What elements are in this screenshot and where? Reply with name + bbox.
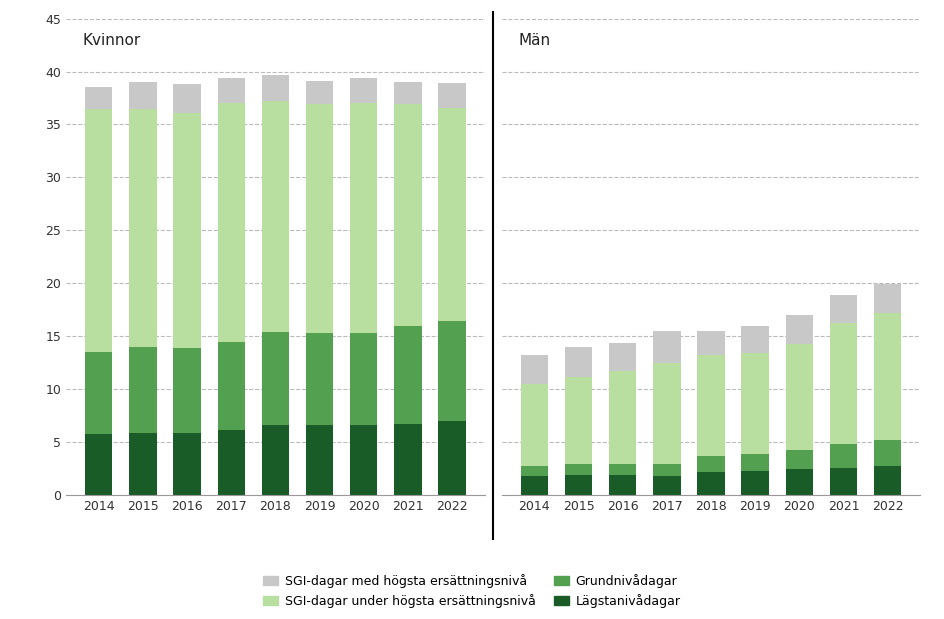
Bar [830, 468, 857, 495]
Bar [395, 326, 422, 424]
Bar [129, 347, 157, 433]
Bar [521, 355, 548, 384]
Bar [395, 424, 422, 495]
Bar [565, 464, 592, 475]
Bar [85, 434, 112, 495]
Bar [438, 83, 465, 108]
Bar [521, 465, 548, 476]
Bar [521, 384, 548, 465]
Bar [874, 465, 902, 495]
Bar [85, 108, 112, 352]
Text: Kvinnor: Kvinnor [83, 33, 141, 48]
Bar [565, 347, 592, 376]
Bar [698, 331, 725, 355]
Bar [174, 113, 201, 348]
Text: Män: Män [518, 33, 550, 48]
Bar [653, 464, 681, 476]
Bar [261, 425, 289, 495]
Bar [218, 78, 245, 103]
Bar [741, 353, 768, 454]
Bar [874, 440, 902, 465]
Bar [218, 430, 245, 495]
Bar [609, 343, 636, 371]
Bar [350, 333, 378, 425]
Bar [261, 75, 289, 101]
Bar [830, 322, 857, 444]
Bar [698, 355, 725, 456]
Bar [741, 326, 768, 353]
Bar [874, 313, 902, 440]
Bar [698, 456, 725, 472]
Bar [438, 421, 465, 495]
Bar [395, 105, 422, 326]
Bar [609, 464, 636, 475]
Bar [785, 449, 813, 469]
Bar [565, 475, 592, 495]
Bar [698, 472, 725, 495]
Bar [609, 475, 636, 495]
Bar [306, 425, 333, 495]
Bar [653, 476, 681, 495]
Bar [129, 82, 157, 108]
Bar [218, 103, 245, 342]
Bar [85, 352, 112, 434]
Bar [261, 101, 289, 332]
Bar [218, 342, 245, 430]
Bar [653, 331, 681, 363]
Bar [438, 321, 465, 421]
Bar [350, 425, 378, 495]
Bar [85, 87, 112, 108]
Bar [830, 295, 857, 322]
Bar [830, 444, 857, 468]
Bar [741, 454, 768, 471]
Bar [306, 333, 333, 425]
Bar [174, 433, 201, 495]
Bar [741, 471, 768, 495]
Bar [306, 81, 333, 105]
Bar [129, 433, 157, 495]
Bar [785, 469, 813, 495]
Bar [395, 82, 422, 105]
Bar [261, 332, 289, 425]
Bar [174, 348, 201, 433]
Bar [609, 371, 636, 464]
Bar [174, 84, 201, 113]
Bar [653, 363, 681, 464]
Legend: SGI-dagar med högsta ersättningsnivå, SGI-dagar under högsta ersättningsnivå, Gr: SGI-dagar med högsta ersättningsnivå, SG… [259, 569, 685, 613]
Bar [565, 376, 592, 464]
Bar [350, 78, 378, 103]
Bar [306, 105, 333, 333]
Bar [874, 284, 902, 313]
Bar [785, 344, 813, 449]
Bar [350, 103, 378, 333]
Bar [521, 476, 548, 495]
Bar [438, 108, 465, 321]
Bar [129, 108, 157, 347]
Bar [785, 315, 813, 344]
